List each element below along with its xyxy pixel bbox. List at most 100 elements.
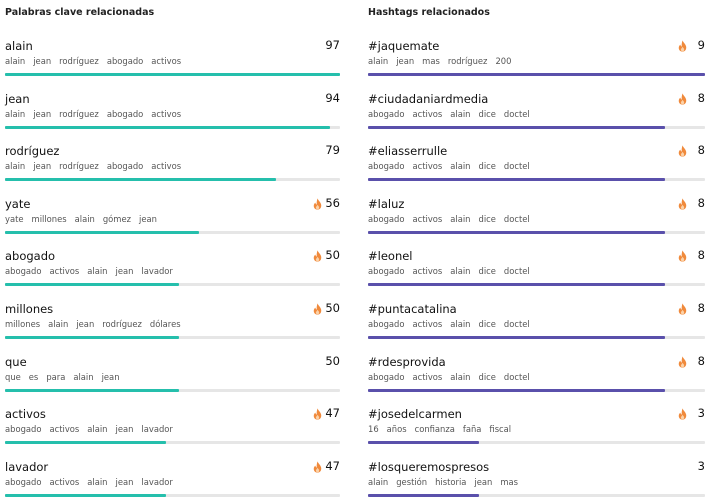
keyword-row[interactable]: jean 94 alain jean rodríguez abogado activos [5, 91, 340, 144]
hashtag-term[interactable]: #puntacatalina [368, 301, 457, 316]
hashtag-row[interactable]: #puntacatalina 8 abogado activos alain dice do… [368, 301, 705, 354]
related-term[interactable]: alain [74, 213, 95, 224]
related-term[interactable]: jean [101, 371, 120, 382]
hashtag-term[interactable]: #ciudadaniardmedia [368, 91, 489, 106]
related-term[interactable]: fiscal [489, 424, 512, 435]
related-term[interactable]: lavador [141, 476, 173, 487]
related-term[interactable]: alain [87, 424, 108, 435]
related-term[interactable]: abogado [368, 266, 405, 277]
keyword-row[interactable]: que 50 que es para alain jean [5, 354, 340, 407]
related-term[interactable]: doctel [503, 161, 530, 172]
keyword-term[interactable]: activos [5, 407, 46, 422]
related-term[interactable]: rodríguez [102, 318, 142, 329]
related-term[interactable]: abogado [5, 476, 42, 487]
related-term[interactable]: que [5, 371, 21, 382]
related-term[interactable]: gestión [396, 476, 428, 487]
related-term[interactable]: activos [412, 161, 443, 172]
hashtag-row[interactable]: #ciudadaniardmedia 8 abogado activos alain di… [368, 91, 705, 144]
hashtag-term[interactable]: #eliasserrulle [368, 144, 448, 159]
related-term[interactable]: doctel [503, 318, 530, 329]
hashtag-row[interactable]: #losqueremospresos 3 alain gestión historia j… [368, 459, 705, 503]
related-term[interactable]: activos [151, 108, 182, 119]
related-term[interactable]: alain [87, 476, 108, 487]
hashtag-row[interactable]: #josedelcarmen 3 16 años confianza faña fiscal [368, 406, 705, 459]
related-term[interactable]: dice [478, 266, 496, 277]
related-term[interactable]: mas [422, 56, 440, 66]
related-term[interactable]: alain [87, 266, 108, 277]
keyword-row[interactable]: yate 56 yate millones alain gómez jean [5, 196, 340, 249]
hashtag-term[interactable]: #rdesprovida [368, 354, 446, 369]
related-term[interactable]: abogado [368, 371, 405, 382]
related-term[interactable]: abogado [368, 318, 405, 329]
hashtag-row[interactable]: #rdesprovida 8 abogado activos alain dice doct… [368, 354, 705, 407]
keyword-term[interactable]: rodríguez [5, 144, 60, 159]
related-term[interactable]: es [28, 371, 39, 382]
related-term[interactable]: abogado [368, 108, 405, 119]
keyword-row[interactable]: lavador 47 abogado activos alain jean lavador [5, 459, 340, 503]
related-term[interactable]: gómez [102, 213, 132, 224]
related-term[interactable]: activos [412, 213, 443, 224]
keyword-row[interactable]: rodríguez 79 alain jean rodríguez abogado acti… [5, 143, 340, 196]
related-term[interactable]: doctel [503, 108, 530, 119]
hashtag-row[interactable]: #leonel 8 abogado activos alain dice doctel [368, 248, 705, 301]
related-term[interactable]: dice [478, 318, 496, 329]
related-term[interactable]: jean [396, 56, 415, 66]
related-term[interactable]: doctel [503, 213, 530, 224]
related-term[interactable]: historia [435, 476, 467, 487]
related-term[interactable]: doctel [503, 371, 530, 382]
related-term[interactable]: millones [5, 318, 41, 329]
related-term[interactable]: alain [368, 56, 389, 66]
related-term[interactable]: abogado [5, 266, 42, 277]
related-term[interactable]: alain [5, 161, 26, 172]
keyword-term[interactable]: millones [5, 301, 54, 316]
related-term[interactable]: jean [115, 266, 134, 277]
related-term[interactable]: mas [500, 476, 518, 487]
related-term[interactable]: alain [450, 213, 471, 224]
related-term[interactable]: doctel [503, 266, 530, 277]
related-term[interactable]: alain [450, 108, 471, 119]
hashtag-row[interactable]: #jaquemate 9 alain jean mas rodríguez 200 [368, 38, 705, 91]
related-term[interactable]: dice [478, 213, 496, 224]
related-term[interactable]: años [386, 424, 407, 435]
related-term[interactable]: activos [49, 266, 80, 277]
keyword-row[interactable]: millones 50 millones alain jean rodríguez dóla… [5, 301, 340, 354]
keyword-term[interactable]: jean [5, 91, 30, 106]
related-term[interactable]: lavador [141, 424, 173, 435]
related-term[interactable]: alain [5, 56, 26, 66]
keyword-term[interactable]: lavador [5, 459, 49, 474]
hashtag-row[interactable]: #eliasserrulle 8 abogado activos alain dice do… [368, 143, 705, 196]
hashtag-term[interactable]: #laluz [368, 196, 405, 211]
related-term[interactable]: faña [462, 424, 482, 435]
hashtag-term[interactable]: #josedelcarmen [368, 407, 462, 422]
related-term[interactable]: activos [412, 371, 443, 382]
related-term[interactable]: 200 [495, 56, 512, 66]
related-term[interactable]: activos [412, 318, 443, 329]
related-term[interactable]: jean [115, 476, 134, 487]
related-term[interactable]: rodríguez [59, 56, 99, 66]
related-term[interactable]: jean [33, 161, 52, 172]
related-term[interactable]: jean [76, 318, 95, 329]
related-term[interactable]: abogado [106, 161, 144, 172]
related-term[interactable]: alain [368, 476, 389, 487]
related-term[interactable]: abogado [368, 213, 405, 224]
related-term[interactable]: abogado [5, 424, 42, 435]
related-term[interactable]: alain [450, 161, 471, 172]
related-term[interactable]: alain [48, 318, 69, 329]
keyword-term[interactable]: abogado [5, 249, 56, 264]
related-term[interactable]: confianza [414, 424, 455, 435]
keyword-term[interactable]: alain [5, 39, 33, 53]
related-term[interactable]: alain [450, 371, 471, 382]
keyword-row[interactable]: activos 47 abogado activos alain jean lavador [5, 406, 340, 459]
related-term[interactable]: activos [151, 56, 182, 66]
related-term[interactable]: alain [450, 266, 471, 277]
related-term[interactable]: millones [31, 213, 67, 224]
hashtag-term[interactable]: #leonel [368, 249, 413, 264]
related-term[interactable]: jean [115, 424, 134, 435]
hashtag-term[interactable]: #jaquemate [368, 39, 440, 53]
related-term[interactable]: activos [412, 266, 443, 277]
keyword-row[interactable]: alain 97 alain jean rodríguez abogado activos [5, 38, 340, 91]
related-term[interactable]: dólares [149, 318, 181, 329]
related-term[interactable]: activos [49, 476, 80, 487]
related-term[interactable]: activos [49, 424, 80, 435]
related-term[interactable]: dice [478, 161, 496, 172]
